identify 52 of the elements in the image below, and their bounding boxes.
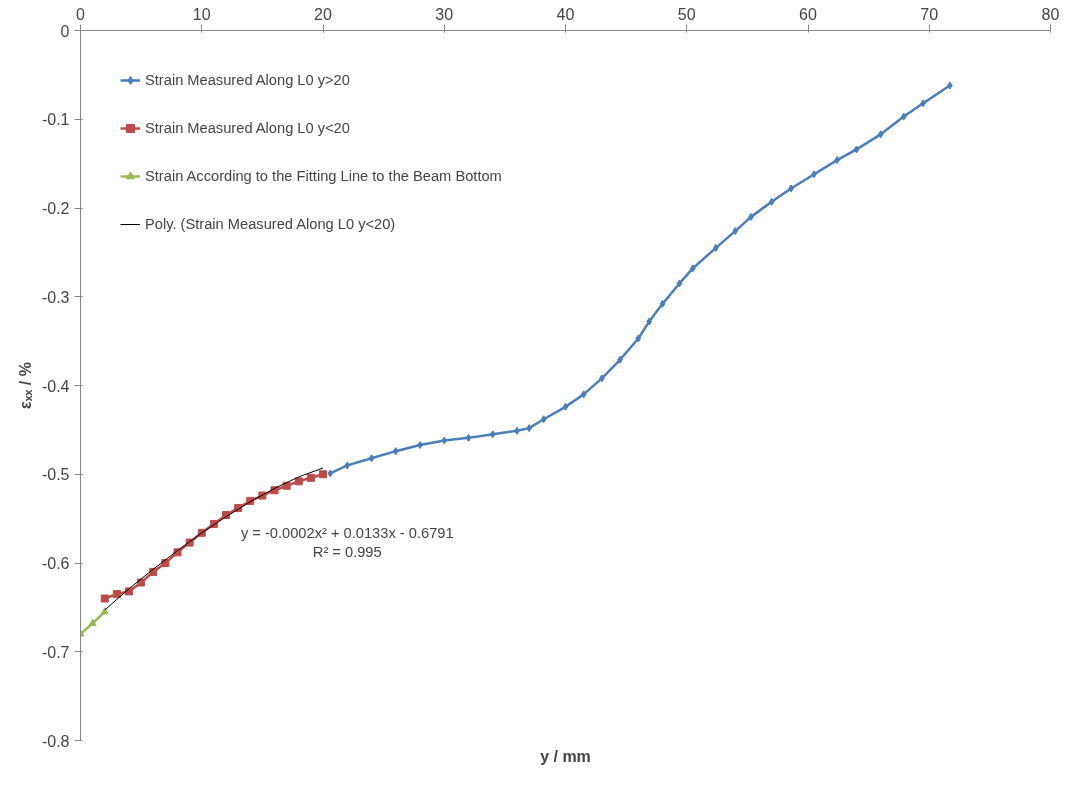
point bbox=[853, 145, 860, 154]
point bbox=[877, 130, 884, 139]
x-tick-label: 60 bbox=[799, 5, 817, 23]
x-tick-label: 10 bbox=[192, 5, 211, 23]
point bbox=[562, 402, 569, 411]
point bbox=[676, 279, 683, 288]
x-tick-label: 40 bbox=[556, 5, 575, 23]
x-tick-label: 70 bbox=[920, 5, 939, 23]
y-tick-label: -0.7 bbox=[41, 643, 70, 661]
y-tick-label: -0.3 bbox=[41, 288, 70, 306]
point bbox=[489, 430, 496, 439]
point bbox=[441, 436, 448, 445]
x-tick-label: 0 bbox=[76, 5, 86, 23]
point bbox=[306, 473, 315, 482]
point bbox=[368, 454, 375, 463]
point bbox=[327, 469, 334, 478]
x-tick-label: 30 bbox=[435, 5, 454, 23]
point bbox=[580, 390, 587, 399]
legend-label: Strain Measured Along L0 y>20 bbox=[145, 72, 350, 88]
y-tick-label: -0.6 bbox=[41, 555, 70, 572]
point bbox=[732, 227, 739, 236]
point bbox=[344, 461, 351, 470]
x-tick-label: 20 bbox=[314, 5, 332, 23]
y-tick-label: -0.2 bbox=[41, 200, 70, 217]
y-axis-title: εₓₓ / % bbox=[16, 362, 34, 409]
point bbox=[920, 99, 927, 108]
point bbox=[100, 594, 109, 603]
point bbox=[689, 264, 696, 273]
y-tick-label: -0.1 bbox=[41, 111, 70, 129]
y-tick-label: 0 bbox=[60, 22, 70, 40]
y-tick-label: -0.8 bbox=[41, 732, 70, 750]
x-axis-title: y / mm bbox=[540, 747, 591, 765]
point bbox=[319, 470, 327, 479]
x-tick-label: 80 bbox=[1041, 5, 1060, 23]
y-tick-label: -0.5 bbox=[41, 466, 70, 484]
annotation: y = -0.0002x² + 0.0133x - 0.6791 bbox=[240, 524, 454, 541]
legend-label: Strain Measured Along L0 y<20 bbox=[145, 120, 350, 136]
point bbox=[112, 590, 121, 599]
point bbox=[88, 618, 97, 626]
point bbox=[540, 415, 547, 424]
y-tick-label: -0.4 bbox=[41, 377, 70, 395]
x-tick-label: 50 bbox=[677, 5, 696, 23]
legend-label: Strain According to the Fitting Line to the Beam Bottom bbox=[145, 168, 502, 184]
point bbox=[465, 433, 472, 442]
point bbox=[768, 197, 775, 206]
point bbox=[659, 299, 666, 308]
legend-label: Poly. (Strain Measured Along L0 y<20) bbox=[145, 216, 396, 232]
annotation: R² = 0.995 bbox=[312, 544, 382, 561]
point bbox=[900, 112, 907, 121]
point bbox=[392, 447, 399, 456]
point bbox=[635, 334, 642, 343]
point bbox=[294, 477, 303, 486]
